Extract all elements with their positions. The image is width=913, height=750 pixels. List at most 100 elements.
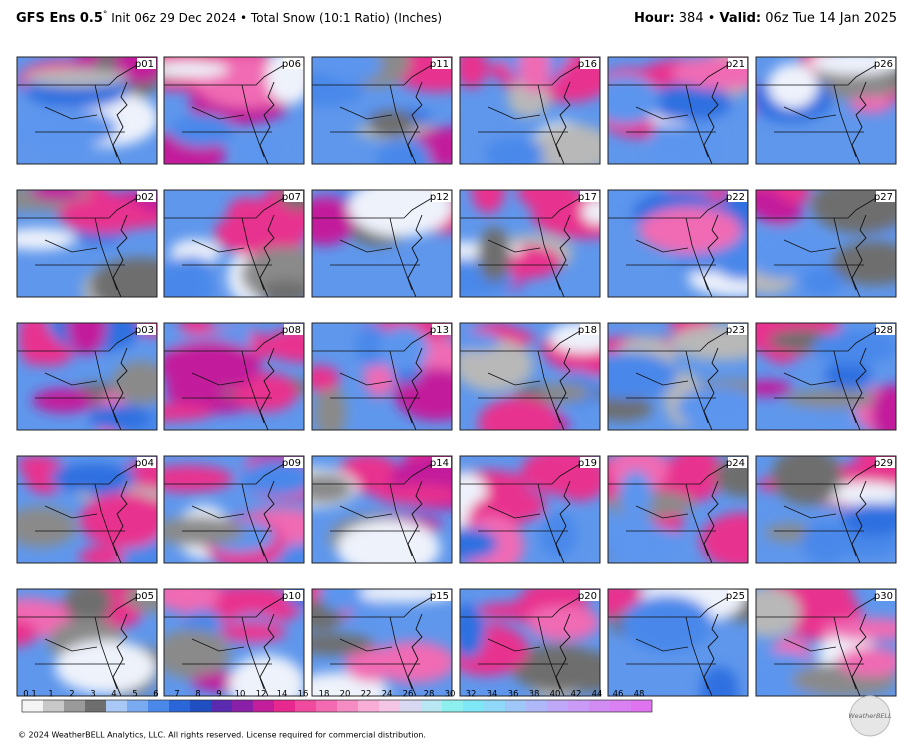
snow-blob bbox=[164, 340, 260, 392]
snow-blob bbox=[638, 207, 742, 254]
panel-label-box bbox=[432, 324, 451, 335]
logo-badge bbox=[849, 695, 891, 737]
state-borders bbox=[312, 596, 433, 690]
snow-blob bbox=[374, 484, 452, 505]
state-borders bbox=[17, 596, 138, 690]
map-panel bbox=[164, 323, 304, 430]
map-panel bbox=[17, 190, 157, 297]
colorbar-label: 30 bbox=[445, 690, 456, 700]
colorbar-swatch bbox=[400, 700, 421, 712]
panel-label: p12 bbox=[430, 192, 449, 203]
snow-blob bbox=[676, 386, 748, 429]
panel-label: p17 bbox=[578, 192, 597, 203]
state-borders bbox=[756, 463, 877, 557]
state-borders bbox=[460, 64, 581, 158]
colorbar-swatch bbox=[22, 700, 43, 712]
coastline bbox=[555, 214, 571, 297]
snow-blob bbox=[348, 190, 452, 237]
snow-field bbox=[17, 589, 157, 696]
colorbar-swatch bbox=[358, 700, 379, 712]
state-borders bbox=[17, 330, 138, 424]
panel-label-box bbox=[284, 590, 303, 601]
panel-frame bbox=[16, 588, 158, 697]
colorbar-label: 48 bbox=[634, 690, 645, 700]
snow-blob bbox=[351, 597, 382, 623]
snow-blob bbox=[511, 644, 600, 692]
snow-blob bbox=[17, 456, 56, 475]
snow-field bbox=[460, 323, 600, 430]
panel-frame bbox=[16, 56, 158, 165]
panel-label: p20 bbox=[578, 591, 597, 602]
snow-field bbox=[460, 190, 600, 297]
colorbar-swatch bbox=[253, 700, 274, 712]
panel-label-box bbox=[728, 457, 747, 468]
snow-blob bbox=[376, 137, 431, 164]
snow-blob bbox=[527, 604, 600, 641]
logo-text: WeatherBELL bbox=[848, 712, 892, 720]
panel-frame bbox=[755, 189, 897, 298]
colorbar-swatch bbox=[631, 700, 652, 712]
map-panel bbox=[608, 190, 748, 297]
logo: WeatherBELL bbox=[848, 695, 892, 737]
map-panel bbox=[756, 323, 896, 430]
state-borders bbox=[17, 463, 138, 557]
panel-label: p09 bbox=[282, 458, 301, 469]
colorbar-swatch bbox=[148, 700, 169, 712]
snow-blob bbox=[312, 195, 356, 246]
coastline bbox=[851, 480, 867, 563]
snow-blob bbox=[64, 589, 112, 624]
state-borders bbox=[164, 330, 285, 424]
panel-label-box bbox=[728, 58, 747, 69]
colorbar-swatch bbox=[106, 700, 127, 712]
snow-field bbox=[17, 57, 157, 158]
panel-label-box bbox=[580, 590, 599, 601]
valid: 06z Tue 14 Jan 2025 bbox=[761, 11, 897, 26]
state-borders bbox=[608, 596, 729, 690]
snow-blob bbox=[369, 110, 415, 137]
colorbar-swatch bbox=[316, 700, 337, 712]
snow-blob bbox=[460, 57, 488, 89]
panel-label: p07 bbox=[282, 192, 301, 203]
panel-label-box bbox=[284, 58, 303, 69]
state-borders bbox=[312, 64, 433, 158]
panel-label-box bbox=[580, 58, 599, 69]
colorbar-label: 38 bbox=[529, 690, 540, 700]
coastline bbox=[555, 480, 571, 563]
panel-frame bbox=[311, 588, 453, 697]
coastline bbox=[703, 214, 719, 297]
snow-blob bbox=[608, 75, 661, 125]
state-borders bbox=[164, 197, 285, 291]
snow-blob bbox=[831, 241, 896, 286]
map-panel bbox=[164, 190, 304, 297]
map-panel bbox=[460, 589, 600, 696]
map-panel bbox=[312, 190, 452, 297]
panel-frame bbox=[311, 56, 453, 165]
panel-label: p15 bbox=[430, 591, 449, 602]
coastline bbox=[112, 81, 128, 164]
snow-blob bbox=[164, 589, 220, 611]
state-borders bbox=[164, 463, 285, 557]
snow-blob bbox=[756, 190, 783, 215]
panel-label-box bbox=[728, 324, 747, 335]
snow-blob bbox=[756, 380, 793, 397]
snow-field bbox=[164, 190, 304, 297]
coastline bbox=[851, 347, 867, 430]
panel-frame bbox=[16, 455, 158, 564]
colorbar-label: 14 bbox=[277, 690, 288, 700]
snow-blob bbox=[785, 389, 879, 409]
state-borders bbox=[756, 64, 877, 158]
map-panel bbox=[17, 57, 157, 164]
state-borders bbox=[460, 596, 581, 690]
panel-label-box bbox=[876, 590, 895, 601]
state-borders bbox=[608, 197, 729, 291]
panel-grid: p01 p02 p03 p04 p05 p06 p07 p08 p09 p10 p11 p12 p13 p… bbox=[16, 56, 897, 697]
panel-frame bbox=[755, 455, 897, 564]
snow-blob bbox=[699, 512, 748, 563]
colorbar-label: 46 bbox=[613, 690, 624, 700]
snow-blob bbox=[478, 397, 562, 430]
map-panel bbox=[17, 323, 157, 430]
colorbar-label: 6 bbox=[153, 690, 158, 700]
panel-label: p04 bbox=[135, 458, 154, 469]
panel-frame bbox=[607, 189, 749, 298]
state-borders bbox=[17, 64, 138, 158]
